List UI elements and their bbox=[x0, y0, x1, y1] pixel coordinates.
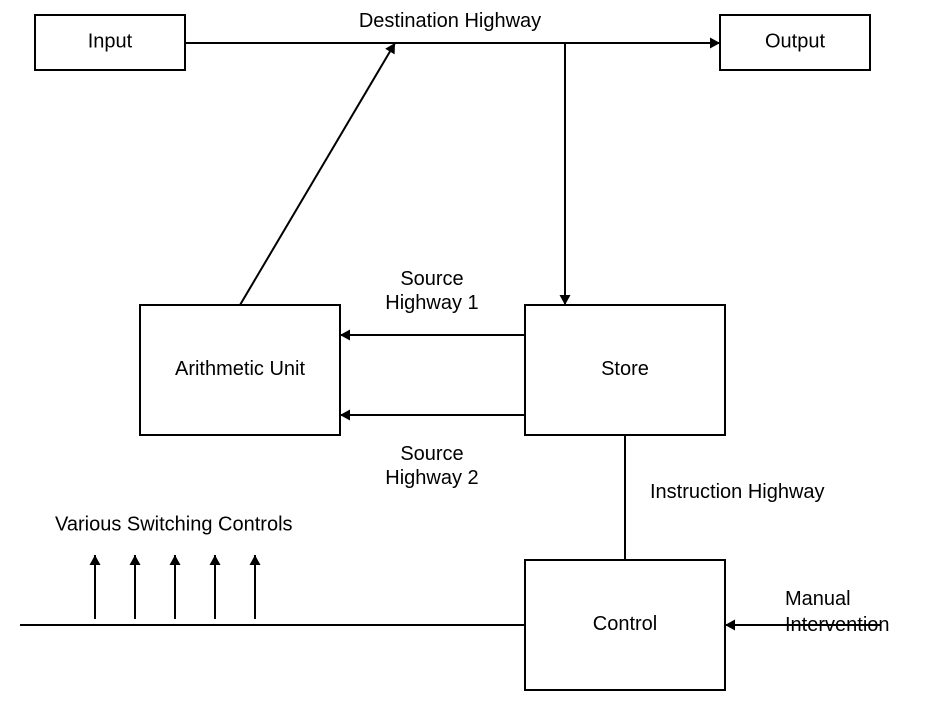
node-label-store: Store bbox=[601, 358, 649, 380]
node-label-output: Output bbox=[765, 31, 825, 53]
node-control: Control bbox=[525, 560, 725, 690]
edge-input-to-output: Destination Highway bbox=[185, 10, 720, 48]
switching-arrow-4 bbox=[210, 555, 221, 619]
switching-controls: Various Switching Controls bbox=[20, 513, 525, 625]
edge-label-source-highway-2: SourceHighway 2 bbox=[385, 443, 478, 489]
node-arithmetic: Arithmetic Unit bbox=[140, 305, 340, 435]
switching-arrow-1 bbox=[90, 555, 101, 619]
node-label-arithmetic: Arithmetic Unit bbox=[175, 358, 305, 380]
node-store: Store bbox=[525, 305, 725, 435]
node-label-input: Input bbox=[88, 31, 133, 53]
switching-arrow-2 bbox=[130, 555, 141, 619]
edge-arithmetic-to-highway bbox=[240, 43, 395, 305]
node-input: Input bbox=[35, 15, 185, 70]
edge-store-to-control: Instruction Highway bbox=[625, 435, 825, 560]
edge-highway-to-store bbox=[560, 43, 571, 305]
edge-manual-to-control: ManualIntervention bbox=[725, 588, 890, 636]
edge-label-store-to-control: Instruction Highway bbox=[650, 481, 825, 503]
edge-source-highway-2: SourceHighway 2 bbox=[340, 410, 525, 490]
edge-label-manual-to-control: ManualIntervention bbox=[785, 588, 890, 636]
edge-label-source-highway-1: SourceHighway 1 bbox=[385, 268, 478, 314]
edge-label-input-to-output: Destination Highway bbox=[359, 10, 541, 32]
switching-arrow-3 bbox=[170, 555, 181, 619]
node-output: Output bbox=[720, 15, 870, 70]
switching-arrow-5 bbox=[250, 555, 261, 619]
node-label-control: Control bbox=[593, 613, 657, 635]
edge-source-highway-1: SourceHighway 1 bbox=[340, 268, 525, 340]
switching-controls-label: Various Switching Controls bbox=[55, 513, 293, 535]
